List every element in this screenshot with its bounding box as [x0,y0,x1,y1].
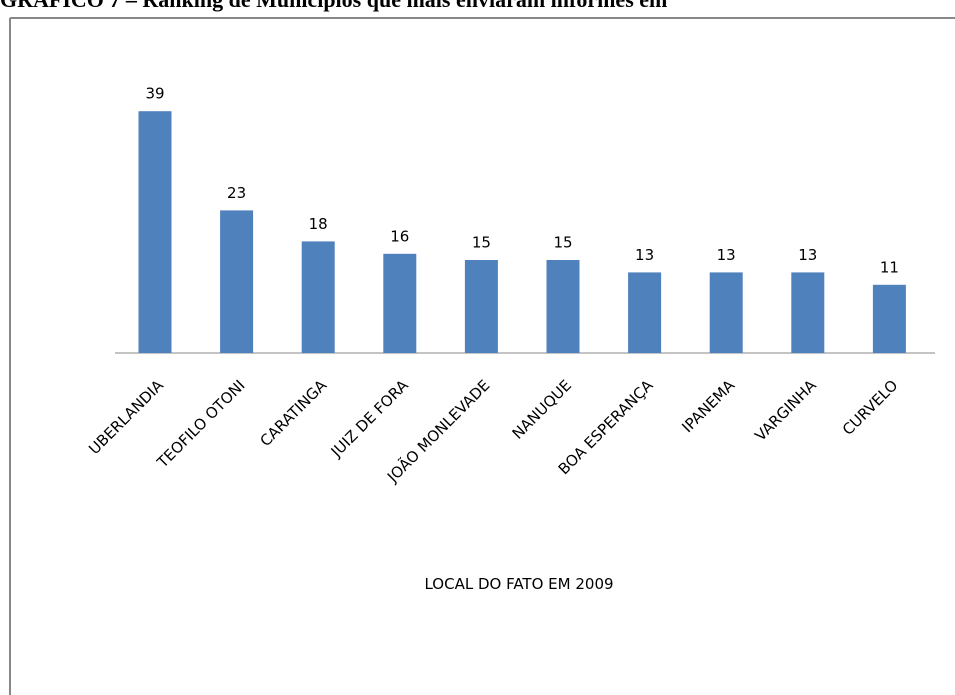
bar [138,111,172,353]
bar [791,272,825,353]
chart-title: GRÁFICO 7 – Ranking de Municípios que ma… [0,0,667,12]
x-tick-label: IPANEMA [678,376,738,436]
x-tick-label: NANUQUE [509,376,575,442]
x-tick-label: TEOFILO OTONI [153,376,249,472]
data-label: 15 [472,234,491,252]
bar [628,272,662,353]
data-label: 23 [227,184,246,202]
x-axis-label: LOCAL DO FATO EM 2009 [424,575,613,593]
x-tick-label: CURVELO [839,376,902,439]
data-label: 39 [145,85,164,103]
data-label: 13 [717,246,736,264]
x-tick-label: CARATINGA [256,376,330,450]
data-label: 18 [309,215,328,233]
data-label: 11 [880,258,899,276]
data-label: 15 [553,234,572,252]
bar [546,260,580,353]
x-tick-label: UBERLANDIA [85,376,167,458]
data-label: 13 [635,246,654,264]
bar [709,272,743,353]
bar [301,241,335,353]
x-tick-label: JUIZ DE FORA [327,376,413,462]
bar [220,210,254,353]
data-label: 16 [390,227,409,245]
bar [872,284,906,353]
bar [464,260,498,353]
bar [383,253,417,353]
data-label: 13 [798,246,817,264]
x-tick-label: VARGINHA [751,376,820,445]
